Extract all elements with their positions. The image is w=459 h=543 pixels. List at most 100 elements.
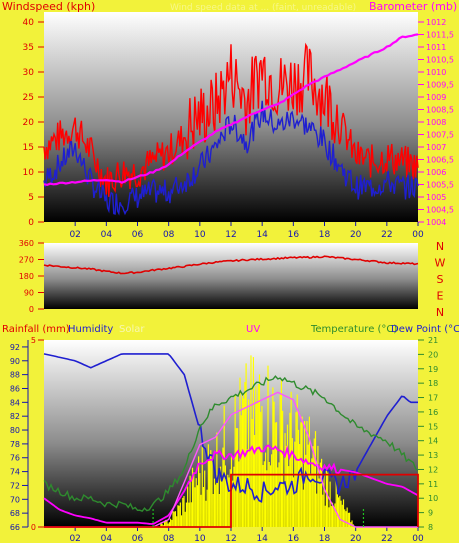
temp-y-tick-label: 12: [428, 465, 438, 474]
compass-label: W: [435, 257, 446, 270]
rain-y-tick-label: 5: [31, 336, 36, 345]
humidity-y-tick-label: 66: [10, 523, 20, 532]
weather-x-tick-label: 22: [381, 534, 392, 543]
temp-y-tick-label: 20: [428, 350, 438, 359]
humidity-y-tick-label: 78: [10, 440, 20, 449]
temp-y-tick-label: 16: [428, 408, 438, 417]
wind-y-tick-label: 25: [23, 93, 34, 103]
humidity-y-tick-label: 82: [10, 412, 20, 421]
temp-y-tick-label: 9: [428, 509, 433, 518]
temperature-label: Temperature (°C): [310, 324, 397, 335]
wind-x-tick-label: 08: [163, 230, 175, 240]
humidity-y-tick-label: 80: [10, 426, 20, 435]
wind-x-tick-label: 00: [412, 230, 424, 240]
weather-x-tick-label: 18: [319, 534, 331, 543]
baro-y-tick-label: 1004,5: [426, 206, 454, 215]
humidity-y-tick-label: 72: [10, 481, 20, 490]
weather-x-tick-label: 00: [412, 534, 424, 543]
weather-x-tick-label: 02: [69, 534, 80, 543]
wind-x-tick-label: 22: [381, 230, 392, 240]
wind-y-tick-label: 10: [23, 168, 35, 178]
compass-label: N: [436, 240, 444, 253]
baro-y-tick-label: 1005,5: [426, 181, 454, 190]
temp-y-tick-label: 10: [428, 494, 438, 503]
wind-y-tick-label: 35: [23, 43, 34, 53]
humidity-y-tick-label: 68: [10, 509, 20, 518]
weather-x-tick-label: 14: [256, 534, 268, 543]
weather-x-tick-label: 10: [194, 534, 206, 543]
temp-y-tick-label: 13: [428, 451, 438, 460]
compass-label: S: [437, 273, 444, 286]
direction-y-tick-label: 90: [24, 289, 34, 298]
weather-x-tick-label: 06: [132, 534, 144, 543]
temp-y-tick-label: 14: [428, 437, 438, 446]
baro-y-tick-label: 1008: [426, 118, 446, 127]
baro-y-tick-label: 1011,5: [426, 31, 454, 40]
temp-y-tick-label: 15: [428, 422, 438, 431]
temp-y-tick-label: 21: [428, 336, 438, 345]
direction-plot-area: [44, 243, 418, 309]
wind-y-tick-label: 40: [23, 18, 35, 28]
direction-y-tick-label: 270: [19, 256, 34, 265]
compass-label: E: [437, 290, 444, 303]
baro-y-tick-label: 1009: [426, 93, 446, 102]
wind-right-label: Barometer (mb): [369, 0, 457, 13]
temp-y-tick-label: 8: [428, 523, 433, 532]
dewpoint-label: Dew Point (°C: [391, 324, 459, 335]
wind-y-tick-label: 15: [23, 143, 34, 153]
temp-y-tick-label: 11: [428, 480, 438, 489]
dewpoint-series: [43, 444, 419, 525]
wind-x-tick-label: 18: [319, 230, 331, 240]
baro-y-tick-label: 1008,5: [426, 106, 454, 115]
humidity-label: Humidity: [68, 324, 113, 335]
temperature-series: [43, 375, 419, 513]
compass-label: N: [436, 306, 444, 319]
direction-y-tick-label: 180: [19, 272, 34, 281]
direction-y-tick-label: 360: [19, 239, 34, 248]
weather-x-tick-label: 16: [288, 534, 300, 543]
wind-x-tick-label: 16: [288, 230, 300, 240]
direction-series: [43, 255, 419, 275]
baro-y-tick-label: 1010: [426, 68, 446, 77]
weather-x-tick-label: 08: [163, 534, 175, 543]
temp-y-tick-label: 18: [428, 379, 438, 388]
baro-y-tick-label: 1004: [426, 218, 446, 227]
wind-x-tick-label: 20: [350, 230, 362, 240]
wind-x-tick-label: 04: [101, 230, 113, 240]
humidity-y-tick-label: 90: [10, 357, 20, 366]
wind-left-label: Windspeed (kph): [2, 0, 95, 13]
temp-y-tick-label: 19: [428, 365, 438, 374]
uv-label: UV: [246, 324, 260, 335]
solar-label: Solar: [119, 324, 145, 335]
wind-x-tick-label: 10: [194, 230, 206, 240]
humidity-y-tick-label: 70: [10, 495, 20, 504]
humidity-y-tick-label: 74: [10, 468, 20, 477]
baro-y-tick-label: 1011: [426, 43, 446, 52]
weather-x-tick-label: 04: [101, 534, 113, 543]
baro-y-tick-label: 1009,5: [426, 81, 454, 90]
baro-y-tick-label: 1005: [426, 193, 446, 202]
baro-y-tick-label: 1006,5: [426, 156, 454, 165]
direction-y-tick-label: 0: [29, 305, 34, 314]
temp-y-tick-label: 17: [428, 394, 438, 403]
wind-y-tick-label: 20: [23, 118, 35, 128]
rainfall-series: [44, 473, 419, 528]
wind-y-tick-label: 5: [28, 193, 34, 203]
wind-x-tick-label: 12: [225, 230, 236, 240]
wind-top-note: Wind speed data at ... (faint, unreadabl…: [170, 3, 356, 13]
weather-x-tick-label: 12: [225, 534, 236, 543]
rain-y-tick-label: 0: [31, 523, 36, 532]
wind-x-tick-label: 14: [256, 230, 268, 240]
humidity-y-tick-label: 84: [10, 398, 20, 407]
baro-y-tick-label: 1012: [426, 18, 446, 27]
weather-x-tick-label: 20: [350, 534, 362, 543]
wind-x-tick-label: 02: [69, 230, 80, 240]
wind-x-tick-label: 06: [132, 230, 144, 240]
humidity-y-tick-label: 76: [10, 454, 20, 463]
baro-y-tick-label: 1007,5: [426, 131, 454, 140]
humidity-y-tick-label: 88: [10, 371, 20, 380]
baro-y-tick-label: 1007: [426, 143, 446, 152]
barometer-series: [43, 33, 419, 187]
humidity-y-tick-label: 92: [10, 343, 20, 352]
